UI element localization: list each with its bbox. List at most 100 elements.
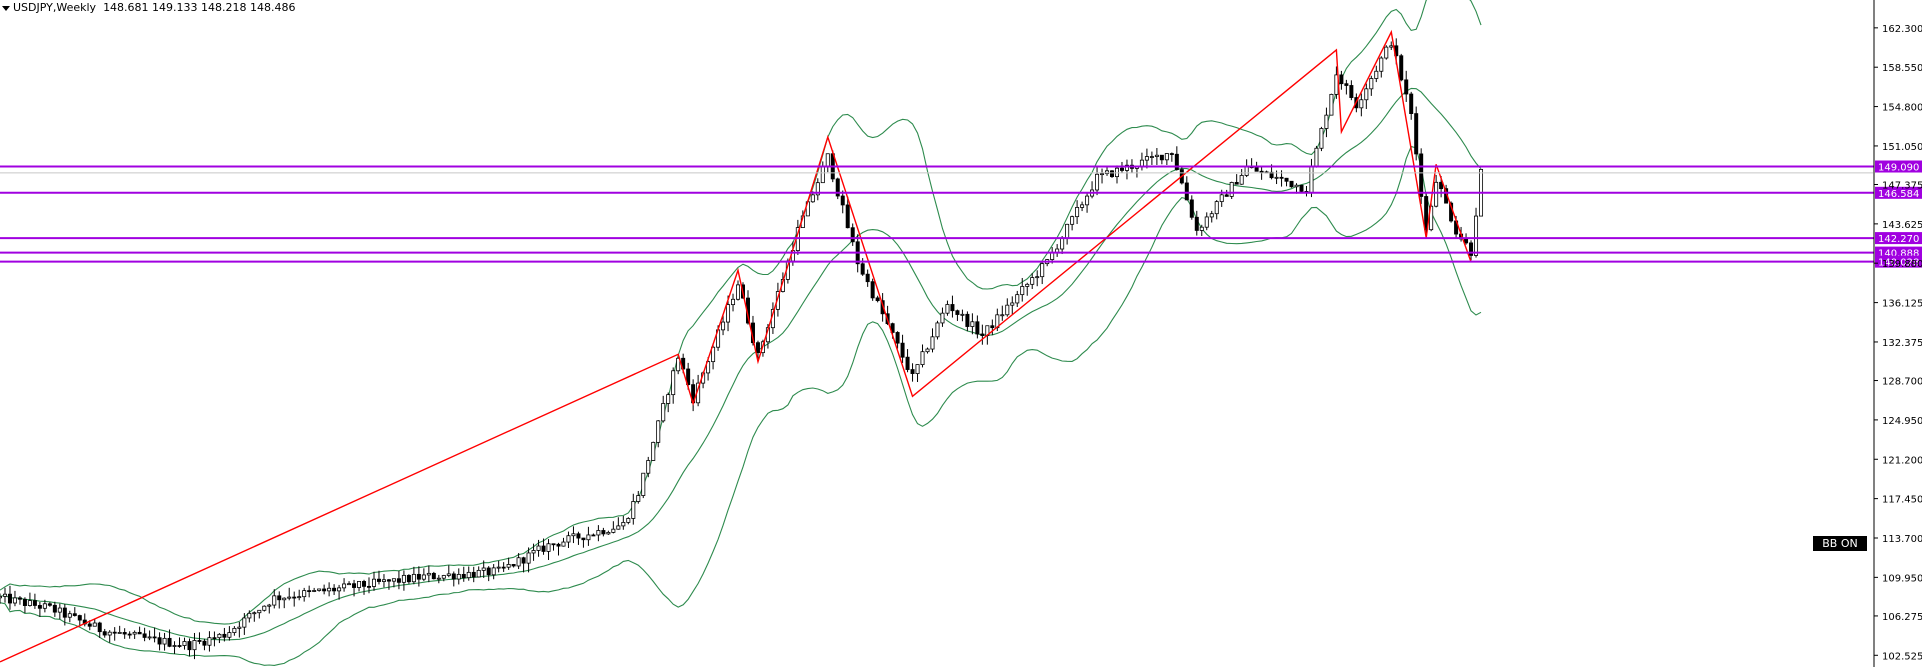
candle-down [890,323,895,333]
candle-down [47,603,52,606]
candle-down [277,595,282,601]
candle-up [1329,93,1334,116]
bollinger-upper-band [0,0,1482,625]
candle-up [1369,78,1374,90]
y-tick-label: 143.625 [1882,220,1922,231]
candle-up [1065,223,1070,239]
candle-up [1214,201,1219,215]
candle-down [292,596,297,599]
candle-up [57,607,62,613]
candle-down [1399,55,1404,81]
candle-down [865,273,870,283]
level-price-label: 149.090 [1878,163,1919,174]
candle-up [411,573,416,583]
candle-up [2,593,7,597]
candle-up [436,577,441,580]
candle-up [1075,207,1080,218]
candle-up [401,574,406,583]
candle-up [347,583,352,586]
candle-down [32,600,37,606]
candle-down [7,593,12,604]
candle-up [920,351,925,365]
candle-up [516,557,521,567]
candle-up [242,617,247,628]
candle-down [332,587,337,592]
candle-up [1105,170,1110,175]
candle-down [376,578,381,582]
candle-up [1324,114,1329,129]
candle-down [102,631,107,636]
candle-up [1204,216,1209,228]
candle-up [476,569,481,578]
candle-up [272,595,277,606]
candle-down [396,578,401,583]
candle-up [1124,164,1129,171]
candle-up [566,535,571,543]
candle-up [381,579,386,582]
candle-up [1434,181,1439,207]
candle-up [970,321,975,327]
candle-up [491,567,496,576]
candle-up [1050,252,1055,260]
candle-down [52,604,57,613]
candle-down [880,300,885,315]
candle-down [551,543,556,546]
candle-up [711,346,716,363]
candle-down [556,543,561,547]
candle-up [726,304,731,323]
candle-up [1474,215,1479,256]
candle-up [1244,166,1249,176]
candle-down [177,645,182,647]
y-tick-label: 136.125 [1882,299,1922,310]
candle-up [342,583,347,589]
y-tick-label: 109.950 [1882,573,1922,584]
candle-down [980,333,985,336]
candle-up [247,612,252,619]
candle-down [486,567,491,576]
candle-down [1349,85,1354,98]
candle-down [1169,153,1174,155]
candle-up [915,364,920,374]
y-tick-label: 162.300 [1882,24,1922,35]
candle-up [357,581,362,588]
chevron-down-icon[interactable] [2,5,10,11]
candle-down [167,637,172,647]
candle-up [172,645,177,647]
candle-up [1274,176,1279,179]
candle-up [481,567,486,571]
candle-up [1199,226,1204,231]
candle-down [77,615,82,621]
candle-down [307,590,312,593]
candle-down [1439,181,1444,190]
candle-down [367,585,372,588]
candle-down [62,607,67,618]
bb-toggle-button[interactable]: BB ON [1813,536,1867,551]
candle-up [930,336,935,350]
candle-down [322,588,327,592]
candle-up [676,357,681,372]
candle-down [1110,170,1115,178]
candle-down [416,573,421,580]
candle-up [815,182,820,196]
candle-down [137,631,142,635]
candle-up [27,600,32,606]
candle-up [337,587,342,592]
candle-down [87,623,92,627]
candle-up [1209,213,1214,218]
candle-down [1224,194,1229,197]
candle-up [1164,153,1169,161]
candle-up [1060,237,1065,250]
candle-up [1314,147,1319,168]
candle-down [1159,154,1164,161]
candle-down [686,368,691,386]
candle-up [302,590,307,598]
level-price-label: 140.888 [1878,249,1919,260]
candle-down [900,342,905,358]
candle-down [905,356,910,370]
candle-up [1309,166,1314,193]
candle-up [1384,46,1389,59]
y-tick-label: 113.700 [1882,534,1922,545]
candle-down [1119,167,1124,171]
candle-up [252,612,257,615]
